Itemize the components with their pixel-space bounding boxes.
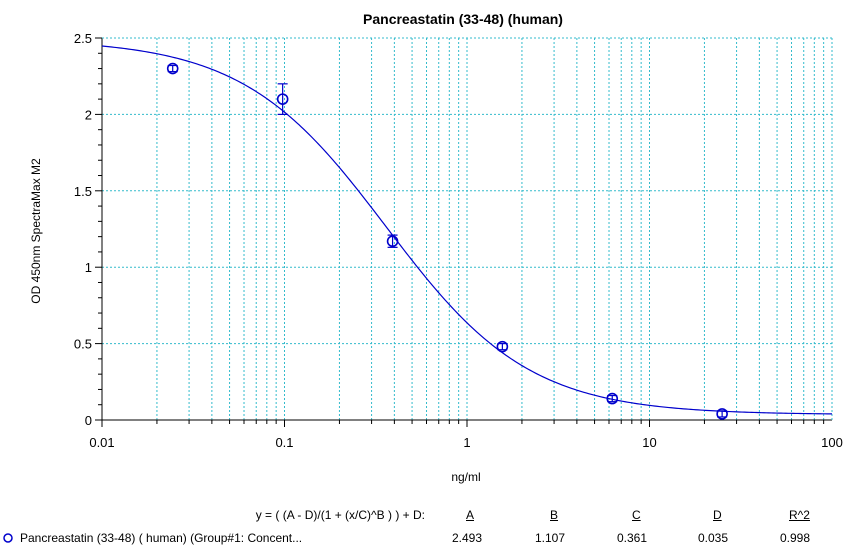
data-points (166, 62, 728, 420)
fit-curve-group (101, 45, 833, 415)
x-tick-label: 1 (463, 435, 470, 450)
y-tick-label: 1.5 (74, 184, 92, 199)
y-tick-label: 2.5 (74, 31, 92, 46)
y-tick-label: 0.5 (74, 337, 92, 352)
fit-header-r2: R^2 (789, 508, 810, 522)
chart-title: Pancreastatin (33-48) (human) (363, 11, 563, 27)
legend-marker-icon (2, 531, 14, 545)
grid (102, 37, 832, 420)
x-tick-label: 0.01 (89, 435, 114, 450)
fit-value-c: 0.361 (617, 531, 648, 545)
y-axis-label: OD 450nm SpectraMax M2 (29, 158, 43, 304)
fit-header-b: B (550, 508, 559, 522)
fit-header-d: D (713, 508, 722, 522)
fit-value-d: 0.035 (698, 531, 729, 545)
y-tick-label: 2 (85, 107, 92, 122)
fit-value-a: 2.493 (452, 531, 483, 545)
y-tick-label: 0 (85, 413, 92, 428)
axes: 0.01 0.1 1 10 100 0 0.5 1 1.5 2 2.5 (74, 31, 843, 450)
fit-equation: y = ( (A - D)/(1 + (x/C)^B ) ) + D: (255, 508, 425, 522)
data-point (386, 235, 399, 248)
data-point (496, 340, 509, 353)
fit-value-r2: 0.998 (780, 531, 811, 545)
x-tick-label: 0.1 (275, 435, 293, 450)
fit-value-b: 1.107 (535, 531, 566, 545)
fit-header-a: A (466, 508, 475, 522)
data-point (166, 62, 179, 75)
data-point (276, 93, 289, 105)
fit-header-c: C (632, 508, 641, 522)
y-tick-label: 1 (85, 260, 92, 275)
x-tick-label: 100 (821, 435, 843, 450)
legend-series-name: Pancreastatin (33-48) ( human) (Group#1:… (20, 531, 303, 545)
x-axis-label: ng/ml (451, 470, 480, 484)
data-point (716, 408, 728, 420)
fit-curve (101, 45, 833, 415)
data-point (606, 392, 619, 405)
x-tick-label: 10 (642, 435, 656, 450)
